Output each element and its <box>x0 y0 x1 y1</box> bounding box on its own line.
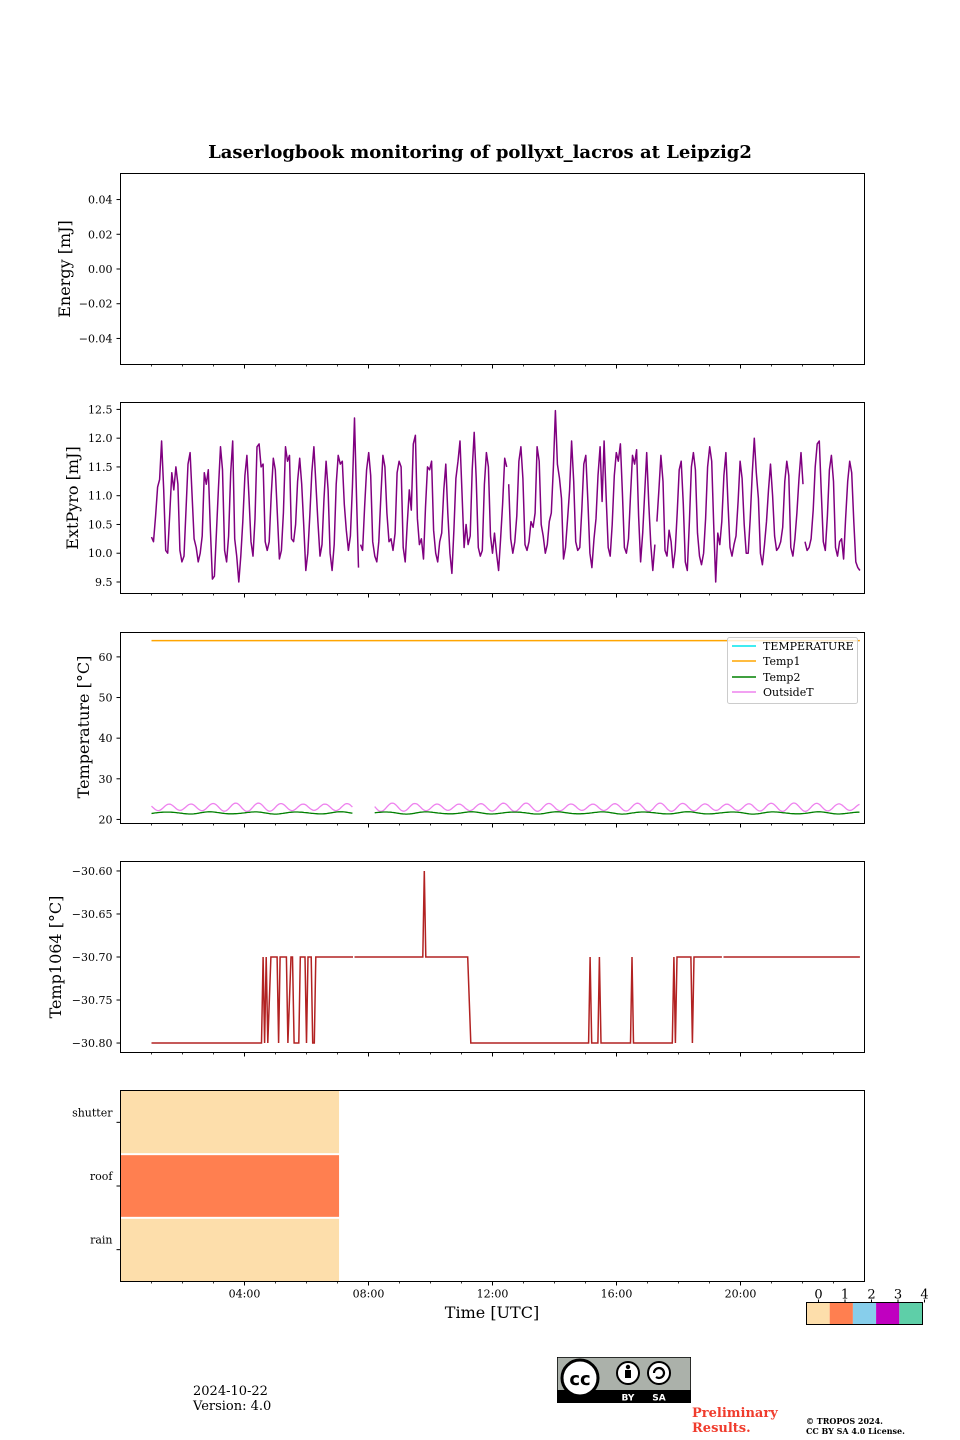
colorbar-label: 2 <box>867 1288 875 1303</box>
y-tick-label: 9.5 <box>95 576 113 589</box>
y-tick-label: 11.5 <box>88 461 113 474</box>
row-label-roof: roof <box>90 1170 114 1183</box>
preliminary-line-1: Preliminary <box>692 1406 778 1421</box>
copyright-line-2: CC BY SA 4.0 License. <box>806 1426 905 1436</box>
y-tick-label: 30 <box>99 773 113 786</box>
x-tick-label: 20:00 <box>725 1288 757 1301</box>
footer-date-version: 2024-10-22 Version: 4.0 <box>193 1384 271 1414</box>
sa-sharealike-icon <box>647 1361 671 1385</box>
colorbar-swatch-2 <box>852 1302 877 1325</box>
status-colorbar: 0 1 2 3 4 <box>806 1288 929 1325</box>
extpyro-ylabel: ExtPyro [mJ] <box>63 446 82 549</box>
x-tick-label: 16:00 <box>601 1288 633 1301</box>
panel-extpyro: 12.5 12.0 11.5 11.0 10.5 10.0 9.5 ExtPyro [mJ] <box>63 402 865 598</box>
y-tick-label: −0.02 <box>79 298 113 311</box>
y-tick-label: 0.00 <box>88 263 113 276</box>
y-tick-label: 10.5 <box>88 518 113 531</box>
y-tick-label: −30.65 <box>72 908 113 921</box>
by-label: BY <box>622 1394 635 1404</box>
colorbar-swatch-1 <box>829 1302 853 1325</box>
y-tick-label: −30.60 <box>72 865 113 878</box>
energy-ylabel: Energy [mJ] <box>55 220 74 318</box>
cc-logo-text: cc <box>569 1369 590 1390</box>
temp1064-ylabel: Temp1064 [°C] <box>46 896 65 1019</box>
colorbar-label: 0 <box>814 1288 822 1303</box>
x-tick-label: 08:00 <box>353 1288 385 1301</box>
x-tick-label: 12:00 <box>477 1288 509 1301</box>
y-tick-label: 40 <box>99 732 113 745</box>
y-tick-label: 12.5 <box>88 403 113 416</box>
figure-title: Laserlogbook monitoring of pollyxt_lacro… <box>208 142 752 163</box>
legend-label-temperature: TEMPERATURE <box>763 640 854 653</box>
temperature-ylabel: Temperature [°C] <box>74 656 93 799</box>
energy-plot-frame <box>120 173 865 365</box>
row-label-rain: rain <box>90 1234 112 1247</box>
y-tick-label: 10.0 <box>88 547 113 560</box>
time-xlabel: Time [UTC] <box>445 1303 539 1322</box>
copyright-note: © TROPOS 2024. CC BY SA 4.0 License. <box>806 1416 956 1436</box>
legend-label-temp2: Temp2 <box>763 671 800 684</box>
colorbar-frame <box>806 1302 923 1325</box>
y-tick-label: 0.02 <box>88 228 113 241</box>
colorbar-swatch-3 <box>876 1302 900 1325</box>
cc-by-sa-badge: cc BY SA <box>557 1357 691 1403</box>
status-cell-shutter <box>120 1090 340 1154</box>
panel-energy: 0.04 0.02 0.00 −0.02 −0.04 Energy [mJ] <box>55 173 865 369</box>
panel-temperature: 60 50 40 30 20 Temperature [°C] TEMPERATURE … <box>74 632 865 828</box>
footer-date: 2024-10-22 <box>193 1384 268 1399</box>
legend-frame <box>727 637 858 704</box>
y-tick-label: −30.70 <box>72 951 113 964</box>
y-tick-label: 12.0 <box>88 432 113 445</box>
footer-version: Version: 4.0 <box>193 1399 272 1414</box>
y-tick-label: −30.80 <box>72 1037 113 1050</box>
preliminary-line-2: Results. <box>692 1421 751 1436</box>
sa-label: SA <box>652 1394 665 1404</box>
status-cell-roof <box>120 1155 340 1217</box>
colorbar-label: 1 <box>841 1288 849 1303</box>
temperature-legend: TEMPERATURE Temp1 Temp2 OutsideT <box>727 637 858 704</box>
y-tick-label: 60 <box>99 651 113 664</box>
y-tick-label: 0.04 <box>88 194 113 207</box>
extpyro-series-line <box>150 409 861 583</box>
y-tick-label: −30.75 <box>72 994 113 1007</box>
extpyro-plot-frame <box>120 402 865 594</box>
x-tick-label: 04:00 <box>229 1288 261 1301</box>
temp2-series-line <box>151 811 860 815</box>
legend-label-outsidet: OutsideT <box>763 686 814 699</box>
panel-temp1064: −30.60 −30.65 −30.70 −30.75 −30.80 Temp1064 … <box>46 861 865 1057</box>
cc-logo-icon <box>560 1358 600 1398</box>
legend-label-temp1: Temp1 <box>763 655 800 668</box>
row-label-shutter: shutter <box>72 1106 113 1119</box>
colorbar-swatch-0 <box>806 1302 830 1325</box>
outsidet-series-line <box>151 802 860 813</box>
temp1064-series-line <box>151 870 860 1044</box>
y-tick-label: 11.0 <box>88 490 113 503</box>
status-cell-rain <box>120 1218 340 1282</box>
y-tick-label: 20 <box>99 813 113 826</box>
copyright-line-1: © TROPOS 2024. <box>806 1416 883 1426</box>
preliminary-note: Preliminary Results. <box>692 1406 802 1436</box>
y-tick-label: 50 <box>99 692 113 705</box>
colorbar-swatch-4 <box>899 1302 923 1325</box>
panel-status-heatmap: shutter roof rain 04:00 08:00 12:00 16:00 20:0… <box>72 1090 865 1322</box>
colorbar-label: 3 <box>894 1288 902 1303</box>
colorbar-label: 4 <box>920 1288 928 1303</box>
y-tick-label: −0.04 <box>79 332 113 345</box>
